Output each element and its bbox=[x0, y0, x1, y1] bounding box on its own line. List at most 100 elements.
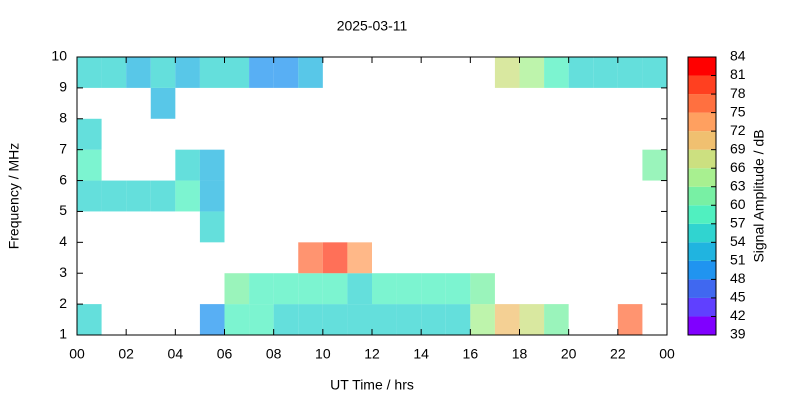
heatmap-cell bbox=[372, 273, 397, 305]
heatmap-cell bbox=[494, 57, 520, 88]
heatmap-cell bbox=[642, 149, 667, 181]
colorbar-tick-label: 69 bbox=[730, 140, 746, 156]
heatmap-cell bbox=[175, 149, 200, 181]
colorbar-tick-label: 39 bbox=[730, 326, 746, 342]
heatmap-cell bbox=[150, 87, 176, 119]
colorbar-tick-label: 84 bbox=[730, 48, 746, 64]
colorbar-bin bbox=[688, 112, 716, 132]
colorbar-tick-label: 42 bbox=[730, 307, 746, 323]
heatmap-cell bbox=[199, 180, 225, 212]
colorbar-bin bbox=[688, 205, 716, 224]
x-tick-label: 20 bbox=[561, 346, 577, 362]
heatmap-cell bbox=[101, 57, 127, 88]
heatmap-cell bbox=[568, 57, 594, 88]
heatmap-cell bbox=[273, 273, 299, 305]
colorbar-bin bbox=[688, 75, 716, 95]
heatmap-cell bbox=[396, 273, 422, 305]
heatmap-cell bbox=[77, 57, 102, 88]
heatmap-cell bbox=[445, 304, 471, 335]
x-tick-label: 06 bbox=[217, 346, 233, 362]
colorbar-bin bbox=[688, 94, 716, 113]
x-tick-label: 16 bbox=[463, 346, 479, 362]
heatmap-cell bbox=[77, 180, 102, 212]
colorbar-bin bbox=[688, 260, 716, 280]
heatmap-cell bbox=[544, 57, 569, 88]
y-tick-label: 6 bbox=[59, 171, 67, 187]
y-tick-label: 1 bbox=[59, 326, 67, 342]
heatmap-cell bbox=[199, 149, 225, 181]
heatmap-cell bbox=[175, 180, 200, 212]
heatmap-cell bbox=[298, 242, 323, 274]
heatmap-cell bbox=[126, 57, 151, 88]
heatmap-cell bbox=[544, 304, 569, 335]
x-tick-label: 04 bbox=[168, 346, 184, 362]
heatmap-cell bbox=[617, 304, 643, 335]
heatmap-cell bbox=[519, 304, 545, 335]
colorbar-tick-label: 75 bbox=[730, 103, 746, 119]
x-tick-label: 10 bbox=[315, 346, 331, 362]
colorbar-tick-label: 78 bbox=[730, 85, 746, 101]
colorbar-bin bbox=[688, 279, 716, 298]
heatmap-cell bbox=[199, 304, 225, 335]
heatmap-cell bbox=[519, 57, 545, 88]
heatmap-cell bbox=[470, 273, 495, 305]
heatmap-cell bbox=[421, 304, 446, 335]
heatmap-cell bbox=[593, 57, 618, 88]
colorbar-bin bbox=[688, 316, 716, 335]
y-tick-label: 9 bbox=[59, 79, 67, 95]
heatmap-cell bbox=[617, 57, 643, 88]
heatmap-cell bbox=[199, 57, 225, 88]
heatmap-cell bbox=[199, 211, 225, 243]
heatmap-cell bbox=[249, 57, 274, 88]
heatmap-cell bbox=[249, 273, 274, 305]
heatmap-cell bbox=[322, 242, 348, 274]
colorbar-tick-label: 81 bbox=[730, 66, 746, 82]
colorbar-bin bbox=[688, 168, 716, 187]
colorbar-bin bbox=[688, 223, 716, 243]
heatmap-cell bbox=[396, 304, 422, 335]
heatmap-cell bbox=[347, 242, 372, 274]
y-axis-label: Frequency / MHz bbox=[6, 143, 22, 250]
y-tick-label: 10 bbox=[51, 48, 67, 64]
heatmap-cell bbox=[77, 304, 102, 335]
heatmap-cell bbox=[175, 57, 200, 88]
x-tick-label: 14 bbox=[413, 346, 429, 362]
y-tick-label: 3 bbox=[59, 264, 67, 280]
heatmap-cell bbox=[249, 304, 274, 335]
heatmap-cell bbox=[445, 273, 471, 305]
colorbar-tick-label: 63 bbox=[730, 177, 746, 193]
colorbar-bin bbox=[688, 242, 716, 261]
x-tick-label: 08 bbox=[266, 346, 282, 362]
x-tick-label: 12 bbox=[364, 346, 380, 362]
y-tick-label: 7 bbox=[59, 140, 67, 156]
colorbar-tick-label: 60 bbox=[730, 196, 746, 212]
heatmap-cell bbox=[273, 304, 299, 335]
colorbar-label: Signal Amplitude / dB bbox=[751, 129, 767, 262]
heatmap-cell bbox=[298, 273, 323, 305]
x-tick-label: 02 bbox=[118, 346, 134, 362]
colorbar-bin bbox=[688, 186, 716, 206]
heatmap-cell bbox=[322, 304, 348, 335]
heatmap-cell bbox=[470, 304, 495, 335]
heatmap-cell bbox=[150, 180, 176, 212]
heatmap-cell bbox=[322, 273, 348, 305]
chart-title: 2025-03-11 bbox=[337, 18, 408, 34]
colorbar-tick-label: 66 bbox=[730, 159, 746, 175]
heatmap-cell bbox=[494, 304, 520, 335]
colorbar-tick-label: 48 bbox=[730, 270, 746, 286]
heatmap-cell bbox=[347, 273, 372, 305]
x-axis-label: UT Time / hrs bbox=[330, 377, 414, 393]
x-tick-label: 22 bbox=[610, 346, 626, 362]
x-tick-label: 00 bbox=[659, 346, 675, 362]
colorbar-frame bbox=[687, 56, 717, 336]
y-tick-label: 4 bbox=[59, 233, 67, 249]
colorbar-tick-label: 45 bbox=[730, 289, 746, 305]
colorbar-bin bbox=[688, 149, 716, 169]
heatmap-cell bbox=[224, 304, 250, 335]
heatmap-cell bbox=[421, 273, 446, 305]
heatmap-cell bbox=[101, 180, 127, 212]
heatmap-cell bbox=[150, 57, 176, 88]
colorbar-tick-label: 57 bbox=[730, 215, 746, 231]
heatmap-cell bbox=[126, 180, 151, 212]
